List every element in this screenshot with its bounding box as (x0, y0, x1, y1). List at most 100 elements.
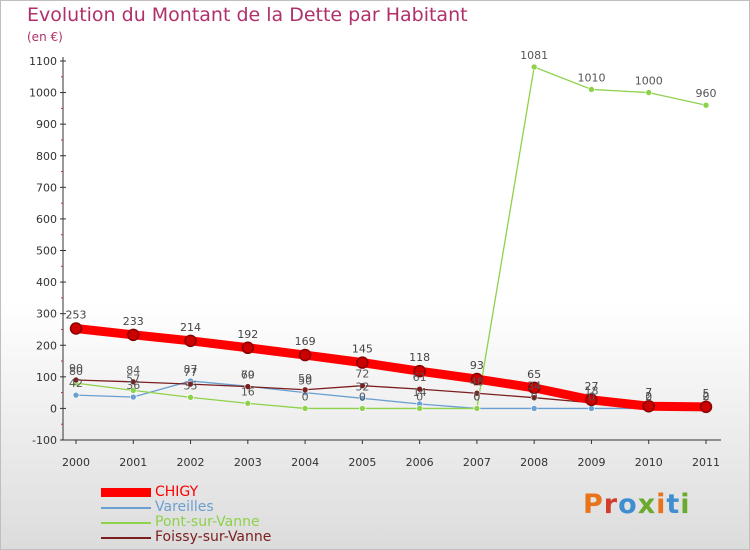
data-point-vareilles (588, 405, 595, 412)
data-label-chigy: 253 (66, 309, 87, 322)
x-tick-label: 2010 (635, 456, 663, 469)
data-label-vareilles: 36 (126, 379, 140, 392)
x-tick-label: 2005 (348, 456, 376, 469)
legend-item-chigy: CHIGY (101, 485, 271, 500)
legend-swatch (101, 521, 151, 524)
legend-label: Vareilles (155, 499, 214, 515)
proxiti-logo: Proxiti (583, 489, 691, 520)
y-tick-label: 700 (36, 181, 57, 194)
data-point-chigy (527, 381, 541, 395)
data-point-chigy (241, 341, 255, 355)
data-label-chigy: 233 (123, 315, 144, 328)
legend-label: Foissy-sur-Vanne (155, 529, 272, 545)
legend-swatch (101, 506, 151, 509)
data-point-vareilles (72, 391, 80, 399)
data-label-chigy: 5 (703, 387, 710, 400)
logo-letter: o (618, 489, 638, 520)
line-chart: -100010020030040050060070080090010001100… (29, 49, 721, 469)
data-point-pont-sur-vanne (473, 405, 481, 412)
data-point-foissy-sur-vanne (72, 376, 80, 384)
data-label-chigy: 27 (584, 380, 598, 393)
legend-swatch (101, 536, 151, 539)
y-tick-label: 300 (36, 308, 57, 321)
data-point-pont-sur-vanne (645, 89, 653, 96)
chart-unit-label: (en €) (27, 30, 63, 44)
data-point-chigy (585, 393, 598, 407)
data-label-foissy-sur-vanne: 48 (470, 375, 484, 388)
data-label-pont-sur-vanne: 0 (473, 390, 480, 403)
data-label-foissy-sur-vanne: 2 (645, 390, 652, 403)
legend-label: CHIGY (155, 484, 199, 500)
data-point-chigy (356, 356, 369, 369)
data-label-pont-sur-vanne: 80 (69, 365, 83, 378)
data-point-pont-sur-vanne (129, 387, 137, 394)
data-label-foissy-sur-vanne: 90 (69, 362, 83, 375)
data-point-foissy-sur-vanne (473, 389, 481, 397)
y-tick-label: 900 (36, 118, 57, 131)
data-point-pont-sur-vanne (359, 405, 366, 412)
data-label-pont-sur-vanne: 1010 (577, 71, 605, 84)
x-tick-label: 2001 (119, 456, 147, 469)
logo-letter: P (583, 489, 604, 520)
data-label-pont-sur-vanne: 0 (416, 390, 423, 403)
x-tick-label: 2011 (692, 456, 720, 469)
x-tick-label: 2008 (520, 456, 548, 469)
y-tick-label: 0 (50, 402, 57, 415)
data-point-chigy (413, 364, 426, 378)
data-label-chigy: 118 (409, 351, 430, 364)
series-line-pont-sur-vanne (75, 66, 707, 410)
data-label-vareilles: 0 (473, 390, 480, 403)
data-label-pont-sur-vanne: 57 (126, 372, 140, 385)
data-point-foissy-sur-vanne (187, 380, 194, 388)
data-point-chigy (69, 322, 83, 335)
y-tick-label: 200 (36, 339, 57, 352)
y-tick-label: 500 (36, 245, 57, 258)
data-label-vareilles: 14 (413, 386, 427, 399)
data-label-pont-sur-vanne: 1081 (520, 49, 548, 62)
data-point-foissy-sur-vanne (416, 385, 423, 393)
y-tick-label: 800 (36, 150, 57, 163)
logo-letter: x (637, 489, 657, 520)
x-tick-label: 2007 (463, 456, 491, 469)
data-label-foissy-sur-vanne: 77 (184, 366, 198, 379)
data-label-vareilles: 0 (645, 390, 652, 403)
data-point-vareilles (359, 395, 366, 402)
data-point-chigy (470, 372, 484, 386)
data-point-chigy (298, 348, 312, 362)
data-point-pont-sur-vanne (588, 86, 595, 93)
data-point-vareilles (129, 393, 137, 401)
data-label-chigy: 169 (295, 335, 316, 348)
data-point-pont-sur-vanne (187, 394, 194, 401)
logo-letter: i (680, 489, 691, 520)
data-label-vareilles: 87 (184, 363, 198, 376)
data-label-vareilles: 0 (531, 390, 538, 403)
data-label-pont-sur-vanne: 0 (359, 390, 366, 403)
logo-letter: i (656, 489, 667, 520)
data-point-pont-sur-vanne (244, 400, 252, 407)
data-label-chigy: 65 (527, 368, 541, 381)
x-tick-label: 2006 (406, 456, 434, 469)
legend-item-foissy-sur-vanne: Foissy-sur-Vanne (101, 530, 271, 545)
data-label-chigy: 145 (352, 343, 373, 356)
y-tick-label: 600 (36, 213, 57, 226)
data-label-foissy-sur-vanne: 84 (126, 364, 140, 377)
data-label-pont-sur-vanne: 0 (302, 390, 309, 403)
logo-letter: t (666, 489, 681, 520)
chart-legend: CHIGY Vareilles Pont-sur-Vanne Foissy-sur-V… (101, 485, 271, 545)
data-point-pont-sur-vanne (416, 405, 423, 412)
chart-title: Evolution du Montant de la Dette par Hab… (27, 4, 468, 26)
data-label-chigy: 93 (470, 359, 484, 372)
data-point-chigy (699, 400, 713, 414)
x-tick-label: 2004 (291, 456, 319, 469)
data-label-foissy-sur-vanne: 59 (298, 372, 312, 385)
data-label-chigy: 192 (237, 328, 258, 341)
y-tick-label: 1000 (29, 87, 57, 100)
data-label-pont-sur-vanne: 960 (696, 87, 717, 100)
data-point-chigy (642, 399, 655, 413)
data-point-chigy (127, 328, 140, 342)
data-point-foissy-sur-vanne (129, 378, 137, 386)
data-label-foissy-sur-vanne: 72 (355, 368, 369, 381)
data-label-pont-sur-vanne: 35 (184, 379, 198, 392)
y-tick-label: 1100 (29, 55, 57, 68)
